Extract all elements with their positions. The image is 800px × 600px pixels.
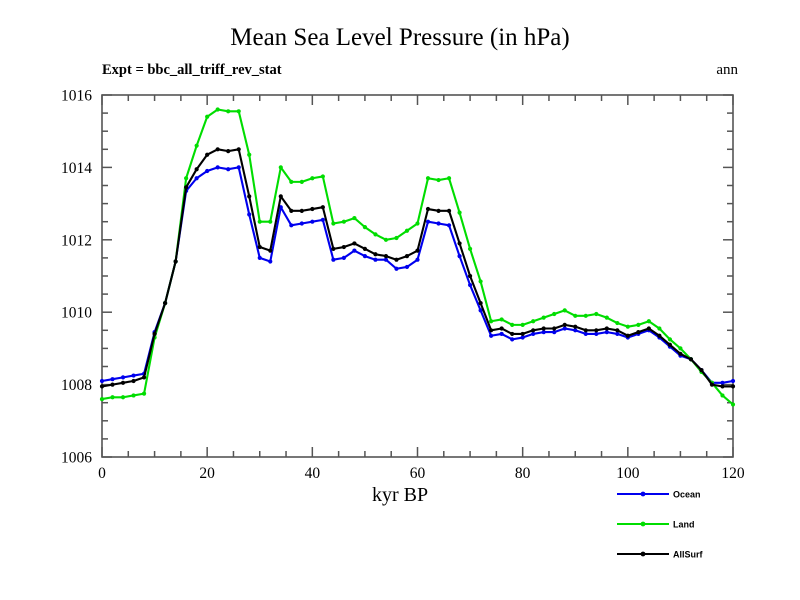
svg-text:60: 60 <box>410 465 426 482</box>
legend-item-ocean[interactable]: Ocean <box>617 489 701 499</box>
legend-item-allsurf[interactable]: AllSurf <box>617 549 704 559</box>
svg-text:Land: Land <box>673 519 695 529</box>
svg-text:1008: 1008 <box>61 377 92 394</box>
svg-text:1010: 1010 <box>61 305 92 322</box>
svg-text:1012: 1012 <box>61 232 92 249</box>
data-series <box>99 107 736 407</box>
svg-text:40: 40 <box>305 465 321 482</box>
axes <box>101 94 734 458</box>
svg-text:AllSurf: AllSurf <box>673 549 704 559</box>
svg-text:1006: 1006 <box>61 450 92 467</box>
series-ocean <box>99 165 736 385</box>
svg-text:20: 20 <box>199 465 215 482</box>
svg-text:0: 0 <box>98 465 106 482</box>
chart-legend: Ocean Land AllSurf <box>617 489 704 559</box>
tick-labels: 1006 1008 1010 1012 1014 1016 0 20 40 60 80 100 120 <box>61 88 745 483</box>
legend-item-land[interactable]: Land <box>617 519 695 529</box>
svg-text:80: 80 <box>515 465 531 482</box>
series-allsurf <box>99 147 736 389</box>
svg-text:120: 120 <box>721 465 745 482</box>
chart-title: Mean Sea Level Pressure (in hPa) <box>230 24 570 51</box>
svg-text:1016: 1016 <box>61 88 92 105</box>
svg-text:100: 100 <box>616 465 640 482</box>
svg-text:Ocean: Ocean <box>673 489 701 499</box>
period-label: ann <box>716 62 738 78</box>
experiment-label: Expt = bbc_all_triff_rev_stat <box>102 62 282 78</box>
svg-text:1014: 1014 <box>61 160 92 177</box>
x-axis-title: kyr BP <box>371 484 429 506</box>
